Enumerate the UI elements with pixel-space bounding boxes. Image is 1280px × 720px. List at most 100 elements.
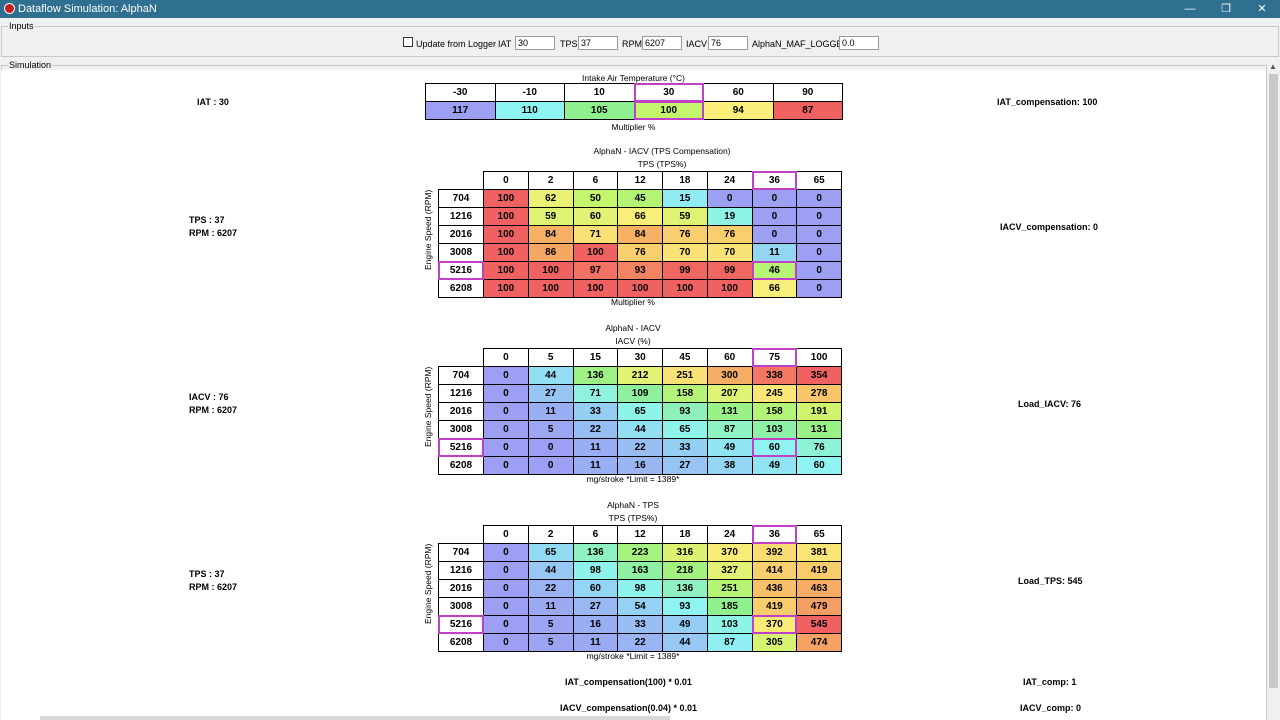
tps-comp-table-value-cell: 0: [796, 279, 842, 298]
iacv-label: IACV: [686, 39, 708, 49]
iacv-table-value-cell: 354: [796, 366, 842, 385]
iacv-table-value-cell: 251: [662, 366, 708, 385]
iacv-table-subtitle: IACV (%): [615, 336, 651, 346]
iat-table-header-cell: 90: [772, 83, 843, 102]
tps-table-value-cell: 103: [706, 615, 753, 634]
tps-comp-table-col-header: 2: [527, 171, 574, 190]
iacv-table-value-cell: 0: [527, 456, 574, 475]
tps-table-value-cell: 414: [751, 561, 798, 580]
iacv-table-col-header: 45: [662, 348, 708, 367]
scroll-up-arrow-icon[interactable]: ▲: [1269, 62, 1277, 71]
minimize-button[interactable]: —: [1184, 3, 1196, 15]
tps-comp-rpm-label: RPM : 6207: [189, 228, 238, 238]
tps-table-value-cell: 0: [483, 615, 529, 634]
iacv-table-value-cell: 131: [706, 402, 753, 421]
iacv-table-col-header: 75: [751, 348, 798, 367]
scrollbar-thumb[interactable]: [1269, 74, 1278, 688]
tps-table-value-cell: 0: [483, 543, 529, 562]
iacv-table-value-cell: 16: [617, 456, 663, 475]
tps-table-value-cell: 44: [527, 561, 574, 580]
tps-table-value-cell: 223: [617, 543, 663, 562]
rpm-input[interactable]: [642, 36, 682, 50]
maximize-button[interactable]: ❐: [1221, 3, 1231, 15]
iacv-table-row-header: 2016: [438, 402, 484, 421]
iat-table-header-cell: 60: [703, 83, 774, 102]
maf-logged-input[interactable]: [839, 36, 879, 50]
tps-table-row-header: 5216: [438, 615, 484, 634]
tps-comp-table-value-cell: 0: [751, 225, 798, 244]
tps-comp-table-col-header: 12: [617, 171, 663, 190]
tps-table-col-header: 65: [796, 525, 842, 544]
tps-comp-table-value-cell: 0: [751, 189, 798, 208]
iat-label: IAT: [498, 39, 512, 49]
iacv-table-value-cell: 0: [483, 456, 529, 475]
tps-table-value-cell: 22: [617, 633, 663, 652]
update-from-logger-checkbox[interactable]: [403, 37, 413, 47]
iacv-table-value-cell: 0: [483, 366, 529, 385]
tps-table-value-cell: 0: [483, 561, 529, 580]
tps-table-value-cell: 370: [706, 543, 753, 562]
iacv-table-value-cell: 60: [796, 456, 842, 475]
tps-table-col-header: 0: [483, 525, 529, 544]
tps-comp-table-value-cell: 84: [617, 225, 663, 244]
iacv-table-value-cell: 87: [706, 420, 753, 439]
iacv-table-value-cell: 103: [751, 420, 798, 439]
formula-iat-comp: IAT_compensation(100) * 0.01: [565, 677, 692, 687]
tps-comp-table-value-cell: 50: [572, 189, 619, 208]
tps-comp-table-value-cell: 60: [572, 207, 619, 226]
iacv-table-value-cell: 49: [751, 456, 798, 475]
tps-comp-table-value-cell: 62: [527, 189, 574, 208]
tps-table-title: AlphaN - TPS: [607, 500, 659, 510]
tps-comp-table-value-cell: 59: [662, 207, 708, 226]
tps-comp-table-value-cell: 100: [662, 279, 708, 298]
tps-table-subtitle: TPS (TPS%): [608, 513, 658, 523]
result-iacv-comp: IACV_comp: 0: [1020, 703, 1082, 713]
rpm-label: RPM: [622, 39, 642, 49]
iacv-table-col-header: 60: [706, 348, 753, 367]
tps-table-row-header: 3008: [438, 597, 484, 616]
tps-comp-table-value-cell: 100: [483, 207, 529, 226]
tps-comp-table-value-cell: 70: [706, 243, 753, 262]
tps-input[interactable]: [578, 36, 618, 50]
iacv-table-value-cell: 11: [572, 438, 619, 457]
horizontal-scrollbar[interactable]: [40, 716, 670, 720]
tps-table-value-cell: 436: [751, 579, 798, 598]
tps-comp-table-value-cell: 100: [527, 261, 574, 280]
iacv-table-value-cell: 212: [617, 366, 663, 385]
close-button[interactable]: ✕: [1257, 3, 1267, 15]
iacv-table-value-cell: 49: [706, 438, 753, 457]
simulation-area: IAT : 30 IAT_compensation: 100 Intake Ai…: [1, 70, 1266, 720]
iacv-table-value-cell: 5: [527, 420, 574, 439]
tps-comp-table-title: AlphaN - IACV (TPS Compensation): [593, 146, 731, 156]
iacv-table-value-cell: 136: [572, 366, 619, 385]
tps-table-value-cell: 11: [527, 597, 574, 616]
tps-comp-table-value-cell: 97: [572, 261, 619, 280]
iacv-table-value-cell: 76: [796, 438, 842, 457]
vertical-scrollbar[interactable]: ▲: [1267, 60, 1280, 720]
iat-table-header-cell: 10: [564, 83, 635, 102]
tps-comp-table-footer: Multiplier %: [611, 297, 655, 307]
iacv-table-col-header: 30: [617, 348, 663, 367]
iacv-table-value-cell: 60: [751, 438, 798, 457]
tps-comp-table-value-cell: 0: [796, 207, 842, 226]
iat-table-value-cell: 100: [633, 101, 704, 120]
tps-table-value-cell: 251: [706, 579, 753, 598]
iat-input[interactable]: [515, 36, 555, 50]
tps-block-tps-label: TPS : 37: [189, 569, 225, 579]
iacv-table-ylabel: Engine Speed (RPM): [423, 366, 433, 447]
iacv-table-value-cell: 71: [572, 384, 619, 403]
tps-comp-tps-label: TPS : 37: [189, 215, 225, 225]
iat-table-header-cell: -30: [425, 83, 496, 102]
tps-comp-table-row-header: 1216: [438, 207, 484, 226]
iacv-table-value-cell: 0: [483, 402, 529, 421]
iacv-input[interactable]: [708, 36, 748, 50]
iacv-table-value-cell: 11: [572, 456, 619, 475]
iacv-table-value-cell: 22: [617, 438, 663, 457]
tps-table-value-cell: 0: [483, 633, 529, 652]
iacv-table-value-cell: 0: [483, 438, 529, 457]
tps-block-rpm-label: RPM : 6207: [189, 582, 238, 592]
tps-comp-table-value-cell: 100: [483, 279, 529, 298]
tps-table-value-cell: 98: [617, 579, 663, 598]
tps-comp-table-row-header: 3008: [438, 243, 484, 262]
tps-table-col-header: 24: [706, 525, 753, 544]
